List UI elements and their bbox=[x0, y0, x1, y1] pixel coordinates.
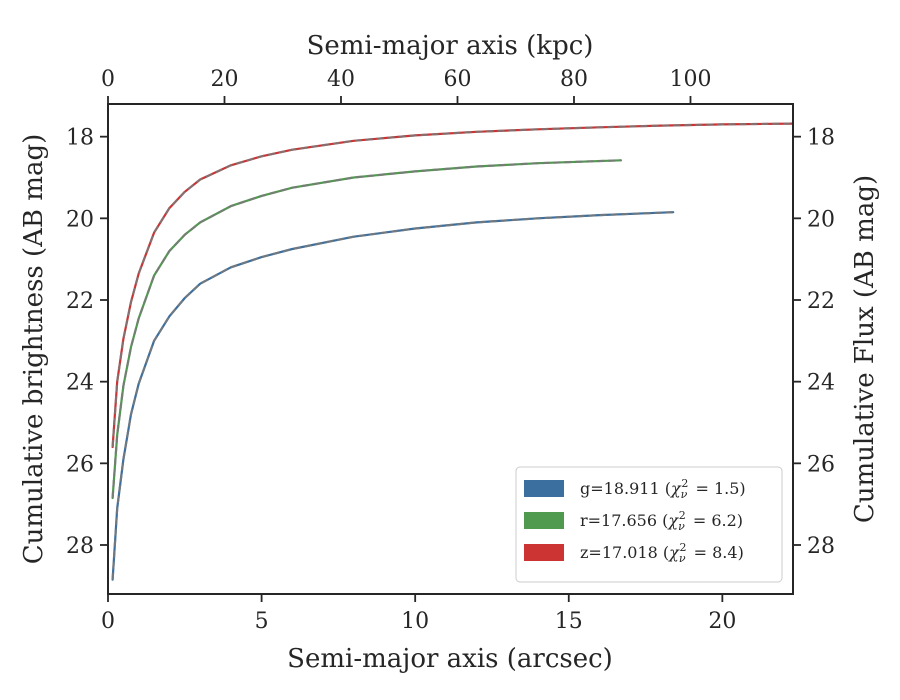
ticks-layer: 0 5 10 15 20 0 20 40 60 80 100 18 18 20 20 22 22 24 24 26 26… bbox=[66, 67, 835, 634]
top-x-tick-label-0: 0 bbox=[101, 67, 115, 92]
legend-label-r: r=17.656 (χν2 = 6.2) bbox=[580, 509, 743, 533]
legend-label-z: z=17.018 (χν2 = 8.4) bbox=[580, 541, 744, 565]
x-axis-label: Semi-major axis (arcsec) bbox=[287, 644, 613, 674]
legend-label-g: g=18.911 (χν2 = 1.5) bbox=[580, 477, 746, 501]
legend: g=18.911 (χν2 = 1.5) r=17.656 (χν2 = 6.2)… bbox=[515, 466, 783, 583]
plot-frame bbox=[107, 103, 794, 595]
top-x-tick-label-20: 20 bbox=[210, 67, 238, 92]
y-axis-label: Cumulative brightness (AB mag) bbox=[19, 134, 49, 565]
top-x-axis-label: Semi-major axis (kpc) bbox=[307, 31, 594, 61]
legend-swatch-r bbox=[524, 512, 564, 529]
top-x-tick-label-80: 80 bbox=[560, 67, 588, 92]
x-tick-label-15: 15 bbox=[555, 609, 583, 634]
x-tick-label-0: 0 bbox=[101, 609, 115, 634]
model-fit-line-r bbox=[111, 159, 622, 499]
right-y-tick-label-28: 28 bbox=[807, 534, 835, 559]
y-tick-label-18: 18 bbox=[66, 126, 94, 151]
right-y-tick-label-22: 22 bbox=[807, 289, 835, 314]
x-tick-label-5: 5 bbox=[255, 609, 269, 634]
y-tick-label-20: 20 bbox=[66, 207, 94, 232]
y-tick-label-22: 22 bbox=[66, 289, 94, 314]
x-tick-label-20: 20 bbox=[708, 609, 736, 634]
model-fit-line-z bbox=[111, 122, 794, 448]
right-y-tick-label-24: 24 bbox=[807, 371, 835, 396]
y-tick-label-26: 26 bbox=[66, 452, 94, 477]
y-tick-label-28: 28 bbox=[66, 534, 94, 559]
x-tick-label-10: 10 bbox=[401, 609, 429, 634]
top-x-tick-label-100: 100 bbox=[669, 67, 711, 92]
legend-swatch-g bbox=[524, 480, 564, 497]
curves-layer bbox=[111, 122, 795, 581]
right-y-tick-label-18: 18 bbox=[807, 126, 835, 151]
top-x-tick-label-40: 40 bbox=[327, 67, 355, 92]
legend-box bbox=[515, 466, 783, 583]
right-y-axis-label: Cumulative Flux (AB mag) bbox=[850, 175, 880, 523]
model-fit-line-g bbox=[111, 211, 674, 580]
right-y-tick-label-26: 26 bbox=[807, 452, 835, 477]
y-tick-label-24: 24 bbox=[66, 371, 94, 396]
right-y-tick-label-20: 20 bbox=[807, 207, 835, 232]
top-x-tick-label-60: 60 bbox=[443, 67, 471, 92]
legend-swatch-z bbox=[524, 544, 564, 561]
